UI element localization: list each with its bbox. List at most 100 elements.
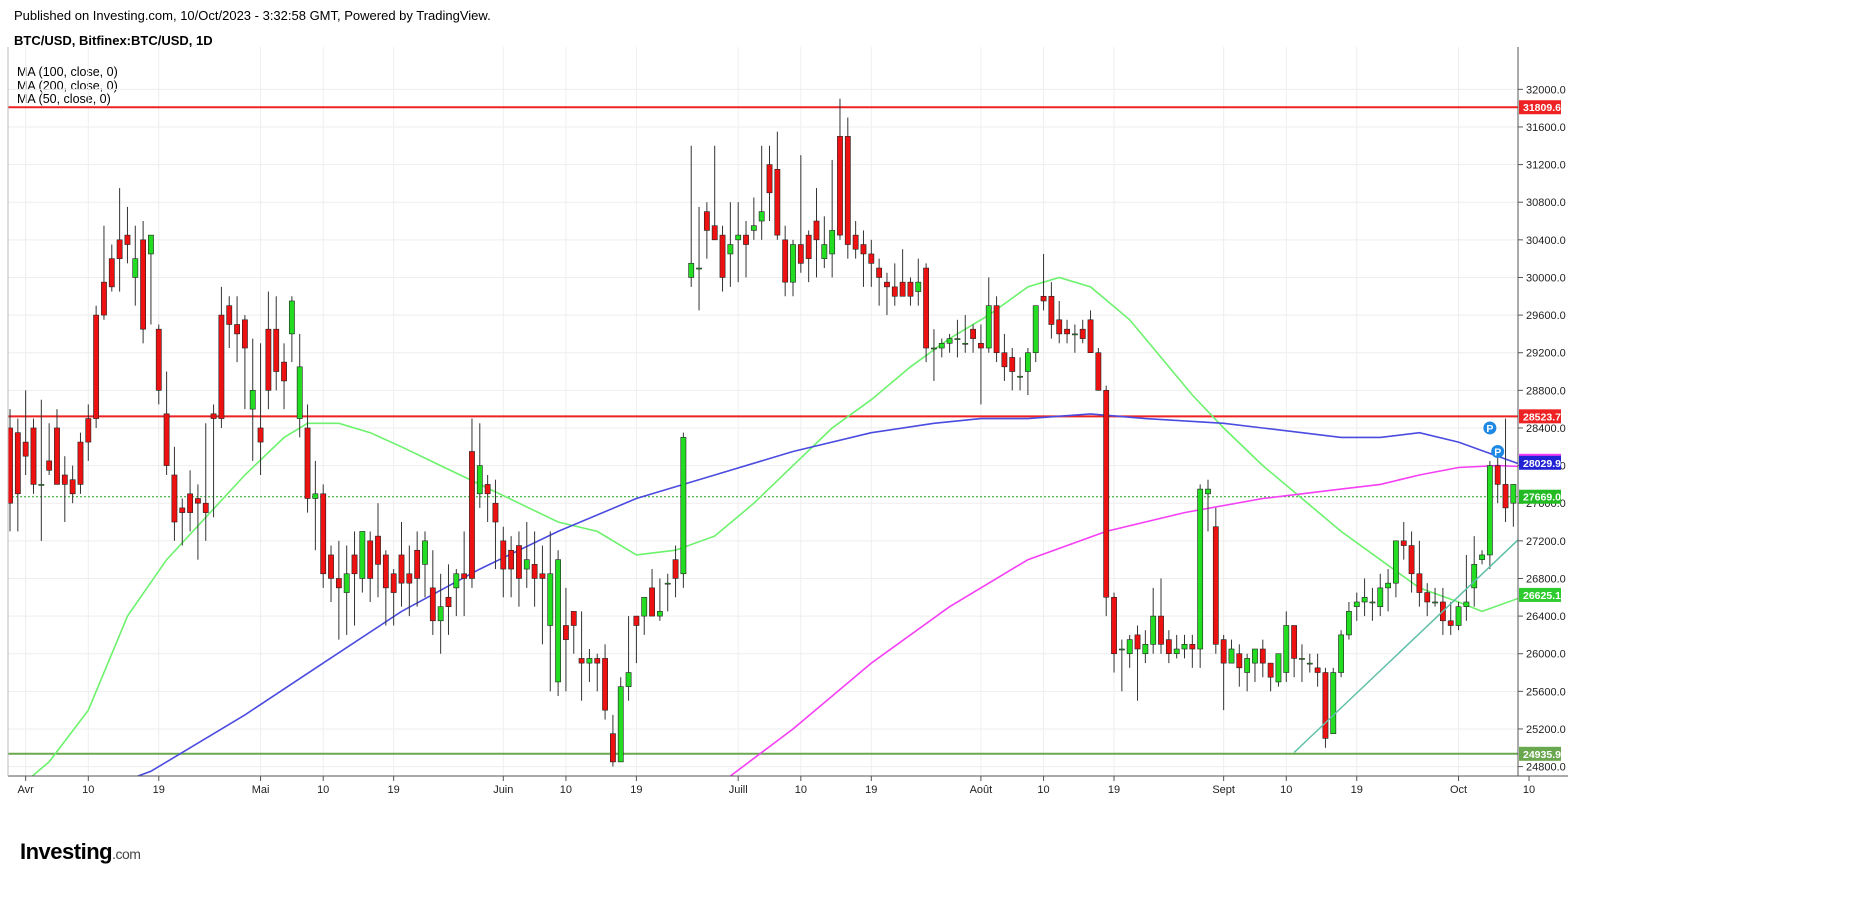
candle xyxy=(492,479,499,570)
candle-body xyxy=(1118,648,1125,651)
candle-body xyxy=(1346,611,1352,636)
current-price-tag-box xyxy=(1519,489,1561,504)
candle xyxy=(453,569,460,617)
candle-body xyxy=(461,573,468,579)
candle xyxy=(837,98,843,240)
candle-body xyxy=(578,658,585,664)
x-tick-label: 19 xyxy=(630,784,642,796)
candle-body xyxy=(351,554,358,575)
candle-body xyxy=(1056,319,1063,335)
candle xyxy=(978,324,984,405)
candle-body xyxy=(312,493,319,499)
legend-ma50[interactable]: MA (50, close, 0) xyxy=(17,92,111,106)
candle-body xyxy=(437,606,444,622)
candle xyxy=(30,418,37,494)
candle-body xyxy=(547,573,554,626)
candle xyxy=(1142,630,1149,664)
candle xyxy=(148,234,154,325)
candle xyxy=(1134,625,1141,701)
candle xyxy=(1299,644,1305,682)
candle-body xyxy=(915,281,922,292)
candle-body xyxy=(923,267,930,349)
candle-body xyxy=(116,239,123,259)
candle-body xyxy=(1400,540,1407,546)
candle xyxy=(735,202,742,283)
candle xyxy=(69,465,76,504)
candle xyxy=(242,315,248,410)
x-tick-label: Mai xyxy=(252,784,270,796)
candle xyxy=(711,145,718,241)
candle xyxy=(891,263,898,306)
candle-body xyxy=(1165,639,1172,655)
candle-body xyxy=(398,554,405,584)
candle-body xyxy=(14,432,21,495)
candle xyxy=(210,404,217,518)
candle xyxy=(1283,611,1290,682)
ma100-tag-label: 28029.9 xyxy=(1523,458,1561,470)
candle-body xyxy=(844,136,851,245)
candle-body xyxy=(328,554,334,579)
candle xyxy=(1275,653,1282,687)
candle xyxy=(1181,634,1188,659)
brand-suffix: .com xyxy=(112,846,141,862)
candle xyxy=(101,225,107,320)
candle-body xyxy=(1126,639,1133,655)
candle-body xyxy=(1471,564,1478,589)
candle-body xyxy=(1095,352,1102,391)
x-tick-label: Oct xyxy=(1450,784,1467,796)
candle xyxy=(1095,348,1102,391)
candle-body xyxy=(978,343,984,349)
candle-body xyxy=(38,484,45,486)
trend-line xyxy=(1293,538,1518,754)
candle-body xyxy=(1228,648,1235,664)
candle-body xyxy=(1408,545,1415,575)
candle-body xyxy=(891,286,898,297)
candle xyxy=(1220,634,1227,711)
candle xyxy=(876,258,883,306)
candle xyxy=(923,263,930,363)
legend-ma100[interactable]: MA (100, close, 0) xyxy=(17,65,118,79)
legend-ma200[interactable]: MA (200, close, 0) xyxy=(17,78,118,93)
x-tick-label: Juin xyxy=(493,784,513,796)
candle-body xyxy=(1330,672,1337,734)
candle-body xyxy=(617,686,624,763)
candle xyxy=(1189,634,1196,668)
candle-body xyxy=(516,545,522,579)
candle-body xyxy=(962,343,969,345)
y-tick-label: 26000.0 xyxy=(1526,649,1566,661)
candle-body xyxy=(531,564,538,579)
candle xyxy=(1455,601,1462,631)
candle-body xyxy=(492,502,499,523)
level-tag-label: 31809.6 xyxy=(1523,102,1561,114)
candle-body xyxy=(711,225,718,241)
candle xyxy=(625,616,632,701)
x-tick-label: 19 xyxy=(153,784,165,796)
candle xyxy=(1314,653,1321,687)
event-marker-label: P xyxy=(1486,423,1493,435)
candle xyxy=(1212,507,1219,654)
candle xyxy=(1197,484,1204,668)
candle xyxy=(774,131,781,240)
candle-body xyxy=(907,281,914,297)
candle-body xyxy=(30,427,37,485)
candle xyxy=(1111,592,1117,673)
candle xyxy=(8,409,13,532)
x-tick-label: 19 xyxy=(388,784,400,796)
axes: 24800.0 25200.0 25600.0 26000.0 26400.0 26800… xyxy=(7,47,1568,796)
candle-body xyxy=(1025,352,1031,372)
candle-body xyxy=(852,234,859,250)
candle xyxy=(555,550,561,697)
candle-body xyxy=(1479,554,1485,560)
candle-body xyxy=(672,559,679,579)
candle xyxy=(155,324,162,405)
candle-body xyxy=(1447,620,1454,626)
candle xyxy=(985,277,992,353)
candle xyxy=(1032,305,1039,363)
candle xyxy=(1079,319,1086,344)
candle-body xyxy=(1040,295,1047,302)
brand-name: Investing xyxy=(20,839,113,864)
ma50-line xyxy=(31,276,1518,776)
candle-body xyxy=(735,234,742,241)
candle xyxy=(437,573,444,654)
